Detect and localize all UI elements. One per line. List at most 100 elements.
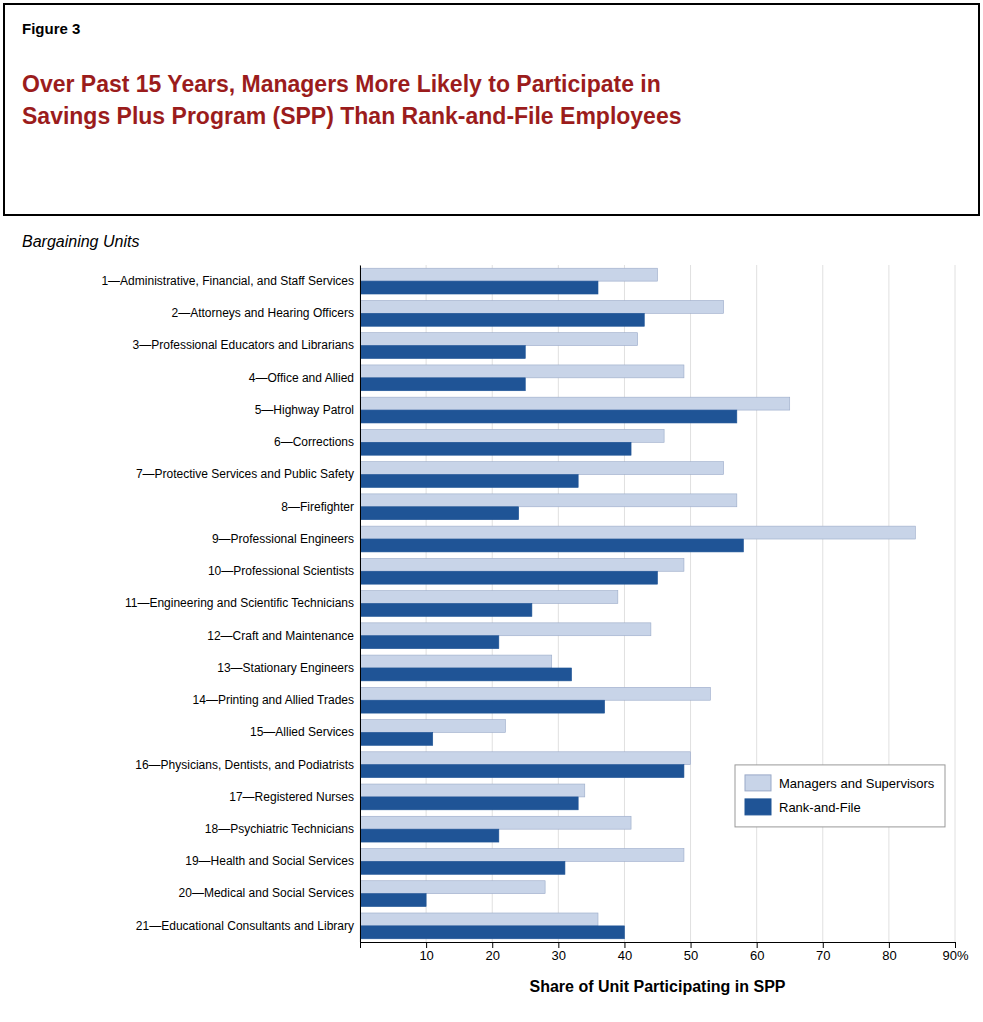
tick-label: 7—Protective Services and Public Safety — [136, 467, 354, 481]
tick-label: 16—Physicians, Dentists, and Podiatrists — [135, 758, 354, 772]
tick-label: 5—Highway Patrol — [255, 403, 354, 417]
bar — [360, 604, 532, 617]
legend-item: Managers and Supervisors — [745, 775, 935, 791]
tick-label: 80 — [882, 948, 896, 963]
x-axis-label: Share of Unit Participating in SPP — [529, 978, 785, 995]
bar — [360, 636, 499, 649]
tick-label: 13—Stationary Engineers — [217, 661, 354, 675]
bar — [360, 313, 644, 326]
grid-line — [955, 265, 956, 942]
bar — [360, 281, 598, 294]
grid — [360, 265, 955, 942]
bar — [360, 732, 433, 745]
tick: 60 — [750, 942, 764, 963]
bar — [360, 700, 605, 713]
tick-label: 60 — [750, 948, 764, 963]
bar — [360, 462, 724, 475]
tick-label: 21—Educational Consultants and Library — [136, 919, 354, 933]
tick-label: 10—Professional Scientists — [208, 564, 354, 578]
tick: 13—Stationary Engineers — [217, 661, 360, 675]
chart: Figure 3 Over Past 15 Years, Managers Mor… — [0, 0, 983, 1022]
legend-item: Rank-and-File — [745, 799, 861, 815]
bar — [360, 655, 552, 668]
tick-label: 10 — [419, 948, 433, 963]
tick: 17—Registered Nurses — [229, 790, 360, 804]
tick: 10—Professional Scientists — [208, 564, 360, 578]
tick-mark — [558, 942, 559, 948]
tick: 12—Craft and Maintenance — [207, 629, 360, 643]
bar — [360, 797, 578, 810]
bar — [360, 539, 743, 552]
subtitle: Bargaining Units — [22, 233, 139, 250]
bar — [360, 881, 545, 894]
tick-mark — [889, 942, 890, 948]
tick: 30 — [552, 942, 566, 963]
bar — [360, 913, 598, 926]
bar — [360, 623, 651, 636]
bar — [360, 494, 737, 507]
tick: 20—Medical and Social Services — [179, 886, 360, 900]
tick: 5—Highway Patrol — [255, 403, 360, 417]
bar — [360, 365, 684, 378]
bar — [360, 507, 519, 520]
legend-swatch — [745, 799, 771, 815]
plot: 10 20 30 40 50 60 70 80 90% 1—Administrative, Fin… — [101, 265, 969, 995]
bar — [360, 300, 724, 313]
bar — [360, 268, 658, 281]
tick-label: 1—Administrative, Financial, and Staff S… — [101, 274, 354, 288]
tick-label: 11—Engineering and Scientific Technician… — [125, 596, 354, 610]
header-frame — [4, 4, 979, 215]
bar — [360, 558, 684, 571]
tick-label: 9—Professional Engineers — [212, 532, 354, 546]
tick: 21—Educational Consultants and Library — [136, 919, 360, 933]
tick: 4—Office and Allied — [249, 371, 360, 385]
series — [360, 281, 743, 939]
tick-mark — [426, 942, 427, 948]
tick: 50 — [684, 942, 698, 963]
tick: 70 — [816, 942, 830, 963]
axis-line — [360, 266, 361, 943]
tick: 40 — [618, 942, 632, 963]
tick-label: 17—Registered Nurses — [229, 790, 354, 804]
bars — [360, 268, 915, 939]
title: Over Past 15 Years, Managers More Likely… — [22, 71, 682, 129]
tick: 16—Physicians, Dentists, and Podiatrists — [135, 758, 360, 772]
tick-mark — [823, 942, 824, 948]
tick — [360, 942, 361, 948]
tick-label: 14—Printing and Allied Trades — [193, 693, 354, 707]
tick: 3—Professional Educators and Librarians — [133, 338, 360, 352]
tick-mark — [757, 942, 758, 948]
y-axis: 1—Administrative, Financial, and Staff S… — [101, 266, 360, 943]
tick-label: 4—Office and Allied — [249, 371, 354, 385]
tick-label: 30 — [552, 948, 566, 963]
tick: 9—Professional Engineers — [212, 532, 360, 546]
tick: 8—Firefighter — [281, 500, 360, 514]
bar — [360, 333, 638, 346]
tick: 15—Allied Services — [250, 725, 360, 739]
tick-label: 70 — [816, 948, 830, 963]
legend-label: Managers and Supervisors — [779, 776, 935, 791]
tick-label: 50 — [684, 948, 698, 963]
legend-swatch — [745, 775, 771, 791]
bar — [360, 687, 710, 700]
tick: 7—Protective Services and Public Safety — [136, 467, 360, 481]
tick-label: 15—Allied Services — [250, 725, 354, 739]
tick-label: 90% — [942, 948, 968, 963]
tick-label: 12—Craft and Maintenance — [207, 629, 354, 643]
tick-mark — [955, 942, 956, 948]
tick-mark — [360, 942, 361, 948]
tick-mark — [492, 942, 493, 948]
bar — [360, 861, 565, 874]
tick: 19—Health and Social Services — [185, 854, 360, 868]
tick: 20 — [485, 942, 499, 963]
bar — [360, 397, 790, 410]
bar — [360, 784, 585, 797]
bar — [360, 378, 525, 391]
grid-line — [690, 265, 691, 942]
bar — [360, 720, 505, 733]
grid-line — [888, 265, 889, 942]
tick-label: 19—Health and Social Services — [185, 854, 354, 868]
annotation: Figure 3 — [22, 20, 80, 37]
bar — [360, 926, 624, 939]
grid-line — [360, 265, 361, 942]
